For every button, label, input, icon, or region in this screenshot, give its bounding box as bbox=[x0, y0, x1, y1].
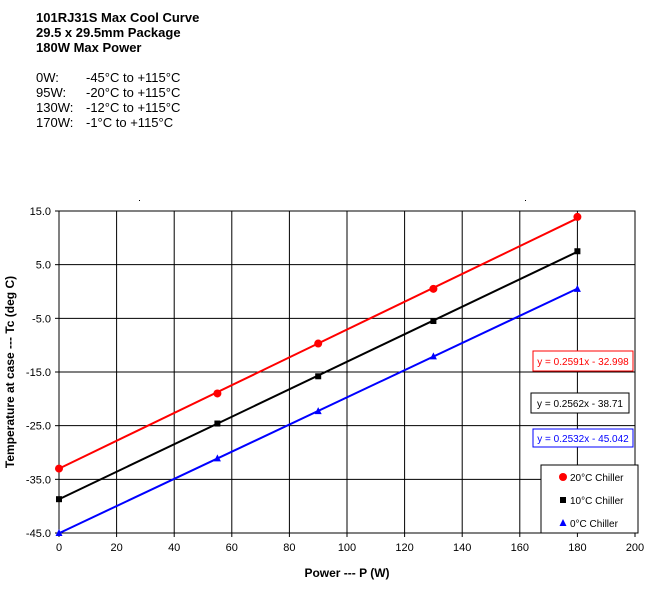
x-tick-label: 0 bbox=[56, 542, 62, 554]
x-tick-label: 160 bbox=[511, 542, 529, 554]
stray-dot bbox=[139, 200, 140, 201]
legend-label-series-2: 10°C Chiller bbox=[570, 496, 624, 507]
range-row: 170W: -1°C to +115°C bbox=[36, 115, 199, 130]
equation-label-series-3: y = 0.2532x - 45.042 bbox=[537, 434, 629, 445]
range-temps: -12°C to +115°C bbox=[86, 100, 181, 115]
equation-label-series-2: y = 0.2562x - 38.71 bbox=[537, 399, 623, 410]
data-point-series-2 bbox=[315, 373, 322, 380]
x-tick-label: 120 bbox=[395, 542, 413, 554]
data-point-series-2 bbox=[56, 496, 62, 503]
chart-title-line-2: 29.5 x 29.5mm Package bbox=[36, 25, 181, 40]
range-temps: -1°C to +115°C bbox=[86, 115, 174, 130]
y-tick-label: 5.0 bbox=[36, 260, 51, 272]
data-point-series-3 bbox=[213, 454, 221, 462]
range-row: 0W: -45°C to +115°C bbox=[36, 70, 199, 85]
legend-box bbox=[540, 464, 639, 534]
data-point-series-3 bbox=[55, 529, 63, 536]
y-axis-title: Temperature at case --- Tc (deg C) bbox=[3, 276, 17, 468]
data-point-series-1 bbox=[429, 284, 438, 293]
chart-title-line-3: 180W Max Power bbox=[36, 40, 142, 55]
range-temps: -45°C to +115°C bbox=[86, 70, 181, 85]
data-point-series-1 bbox=[573, 212, 582, 221]
range-temps: -20°C to +115°C bbox=[86, 85, 181, 100]
data-point-series-1 bbox=[55, 464, 63, 473]
range-watts: 95W: bbox=[36, 85, 67, 100]
range-row: 130W: -12°C to +115°C bbox=[36, 100, 199, 115]
x-tick-label: 140 bbox=[453, 542, 471, 554]
legend-layer: 20°C Chiller 10°C Chiller 0°C Chiller bbox=[540, 464, 639, 534]
legend-marker-circle bbox=[559, 473, 567, 481]
y-tick-label: -25.0 bbox=[26, 421, 51, 433]
grid-layer bbox=[55, 200, 636, 537]
y-tick-label: -35.0 bbox=[26, 474, 51, 486]
legend-marker-triangle bbox=[559, 519, 567, 526]
x-tick-label: 200 bbox=[626, 542, 644, 554]
x-tick-label: 40 bbox=[168, 542, 180, 554]
range-watts: 130W: bbox=[36, 100, 74, 115]
equation-label-layer: y = 0.2591x - 32.998 y = 0.2562x - 38.71 y… bbox=[530, 350, 634, 448]
data-point-series-3 bbox=[314, 407, 322, 415]
equation-box-series-3 bbox=[532, 428, 634, 448]
legend-label-series-1: 20°C Chiller bbox=[570, 473, 624, 484]
x-axis-title: Power --- P (W) bbox=[304, 566, 389, 580]
marker-layer bbox=[55, 212, 582, 536]
range-row: 95W: -20°C to +115°C bbox=[36, 85, 199, 100]
range-watts: 0W: bbox=[36, 70, 59, 85]
x-tick-label: 20 bbox=[110, 542, 122, 554]
tick-label-layer: 0 20 40 60 80 100 120 140 160 180 200 15.0 5.0 -5.0 -1… bbox=[26, 206, 644, 554]
y-tick-label: -15.0 bbox=[26, 367, 51, 379]
x-tick-label: 80 bbox=[283, 542, 295, 554]
data-point-series-3 bbox=[573, 284, 581, 292]
chart-info-block: 101RJ31S Max Cool Curve 29.5 x 29.5mm Pa… bbox=[36, 10, 199, 130]
stray-dot bbox=[525, 200, 526, 201]
equation-label-series-1: y = 0.2591x - 32.998 bbox=[537, 357, 629, 368]
legend-label-series-3: 0°C Chiller bbox=[570, 519, 619, 530]
equation-box-series-2 bbox=[530, 392, 630, 414]
x-tick-label: 180 bbox=[568, 542, 586, 554]
legend-marker-square bbox=[560, 497, 566, 503]
data-point-series-1 bbox=[314, 339, 323, 348]
y-tick-label: 15.0 bbox=[30, 206, 51, 218]
data-point-series-1 bbox=[213, 389, 222, 398]
data-point-series-3 bbox=[429, 352, 437, 360]
data-point-series-2 bbox=[430, 318, 437, 325]
data-point-series-2 bbox=[574, 248, 581, 255]
range-watts: 170W: bbox=[36, 115, 74, 130]
x-tick-label: 100 bbox=[338, 542, 356, 554]
x-tick-label: 60 bbox=[226, 542, 238, 554]
equation-box-series-1 bbox=[532, 350, 634, 372]
data-point-series-2 bbox=[214, 420, 221, 427]
y-tick-label: -5.0 bbox=[32, 313, 51, 325]
y-tick-label: -45.0 bbox=[26, 528, 51, 540]
chart-title-line-1: 101RJ31S Max Cool Curve bbox=[36, 10, 200, 25]
